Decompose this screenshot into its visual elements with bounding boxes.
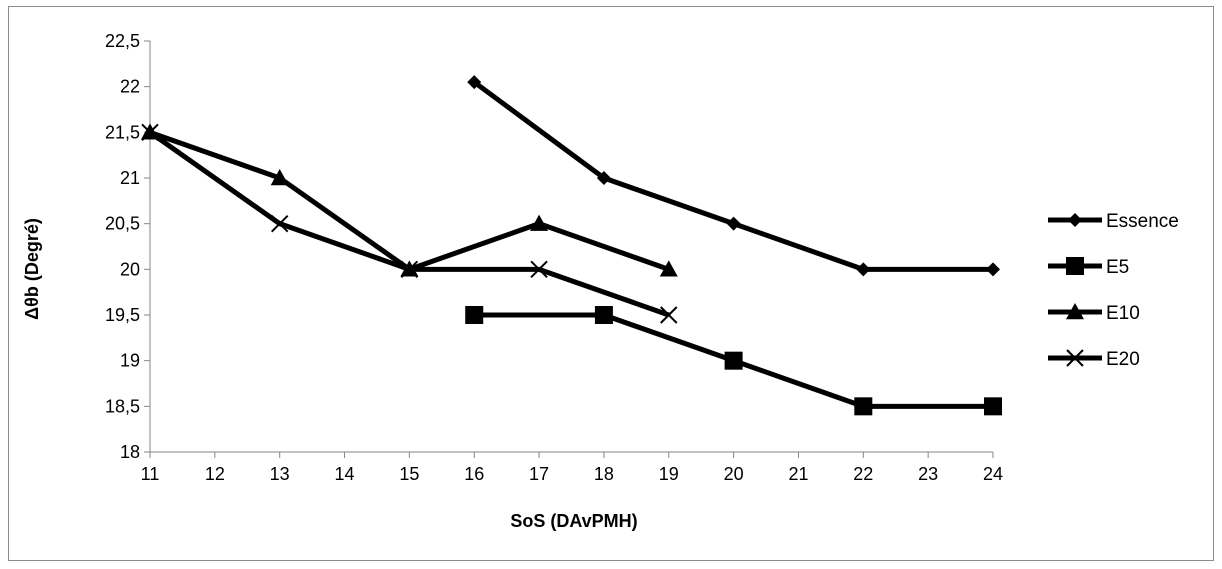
x-tick-label: 23 <box>918 464 938 484</box>
x-marker-stroke <box>530 260 548 279</box>
legend-label: Essence <box>1106 211 1179 232</box>
y-tick-label: 21 <box>120 168 140 188</box>
x-tick-label: 19 <box>659 464 679 484</box>
x-axis-title: SoS (DAvPMH) <box>510 511 637 531</box>
series-e20 <box>141 123 678 324</box>
x-tick-label: 11 <box>141 464 160 484</box>
x-tick-label: 17 <box>529 464 549 484</box>
series-essence <box>467 75 1000 277</box>
x-tick-label: 21 <box>788 464 808 484</box>
x-tick-label: 22 <box>853 464 873 484</box>
legend-label: E5 <box>1106 257 1129 278</box>
data-point-essence <box>856 262 871 277</box>
x-marker-stroke <box>400 260 419 279</box>
series-e10 <box>141 123 678 277</box>
y-axis-ticks: 18 18,5 19 19,5 20 20,5 21 21,5 22 22,5 <box>105 31 150 462</box>
legend-label: E10 <box>1106 303 1140 324</box>
y-tick-label: 18 <box>120 442 140 462</box>
series-e5 <box>465 306 1002 416</box>
data-point-e5 <box>594 306 613 324</box>
series-line-essence <box>472 80 993 272</box>
y-tick-label: 19 <box>120 351 140 371</box>
data-point-essence <box>467 75 482 90</box>
x-marker-stroke <box>270 214 289 233</box>
legend-entry-e10: E10 <box>1048 303 1140 324</box>
legend-swatch-marker <box>1068 213 1082 227</box>
x-tick-label: 13 <box>270 464 290 484</box>
data-point-essence <box>986 262 1000 277</box>
data-point-e20 <box>141 123 159 142</box>
y-tick-label: 22,5 <box>105 31 140 51</box>
data-point-e5 <box>984 397 1002 416</box>
y-tick-label: 20 <box>120 259 140 279</box>
x-marker-stroke <box>141 123 159 142</box>
x-marker-stroke <box>1066 349 1084 367</box>
data-point-e5 <box>854 397 873 416</box>
data-point-essence <box>596 171 611 185</box>
series-line-e10 <box>149 129 670 272</box>
chart-frame <box>8 6 1214 561</box>
x-axis-ticks: 11 12 13 14 15 16 17 18 19 20 21 22 23 24 <box>141 452 1003 484</box>
x-marker-stroke <box>660 306 678 324</box>
x-tick-label: 15 <box>399 464 419 484</box>
x-tick-label: 18 <box>594 464 614 484</box>
legend-swatch-marker <box>1066 303 1084 320</box>
data-point-e10 <box>659 260 678 277</box>
x-tick-label: 20 <box>724 464 744 484</box>
data-point-e20 <box>530 260 548 279</box>
data-point-e20 <box>660 306 678 324</box>
data-point-e5 <box>465 306 484 324</box>
data-point-e10 <box>270 169 289 186</box>
legend-entry-e20: E20 <box>1048 349 1140 370</box>
legend: Essence E5 E10 E20 <box>1048 211 1179 370</box>
y-tick-label: 21,5 <box>105 122 140 142</box>
legend-swatch-marker <box>1066 349 1084 367</box>
y-tick-label: 18,5 <box>105 396 140 416</box>
legend-entry-essence: Essence <box>1048 211 1179 232</box>
series-layer <box>141 75 1002 416</box>
axes <box>149 41 993 453</box>
y-tick-label: 22 <box>120 77 140 97</box>
legend-label: E20 <box>1106 349 1140 370</box>
legend-swatch-marker <box>1066 257 1084 275</box>
y-axis-title: Δθb (Degré) <box>22 218 42 320</box>
x-tick-label: 24 <box>983 464 1003 484</box>
x-tick-label: 12 <box>205 464 225 484</box>
data-point-e5 <box>724 351 743 370</box>
data-point-essence <box>726 216 741 231</box>
x-tick-label: 14 <box>335 464 355 484</box>
data-point-e20 <box>270 214 289 233</box>
data-point-e10 <box>530 214 549 231</box>
legend-entry-e5: E5 <box>1048 257 1129 278</box>
data-point-e20 <box>400 260 419 279</box>
y-tick-label: 19,5 <box>105 305 140 325</box>
x-tick-label: 16 <box>464 464 484 484</box>
y-tick-label: 20,5 <box>105 214 140 234</box>
